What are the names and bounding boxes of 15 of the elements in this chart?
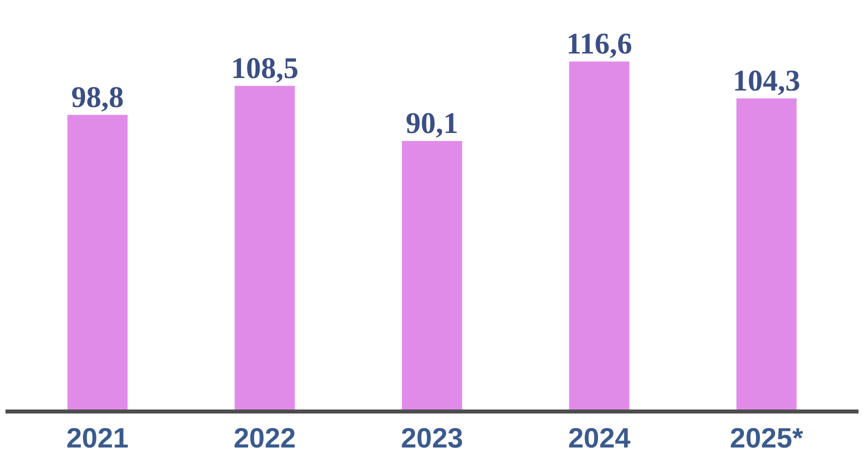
bar [736, 98, 797, 412]
data-label: 90,1 [406, 107, 458, 140]
data-label: 108,5 [230, 52, 298, 85]
bar [67, 114, 128, 412]
bar [402, 141, 462, 412]
data-label: 116,6 [566, 28, 632, 60]
x-tick-label: 2023 [400, 422, 464, 454]
data-label: 98,8 [71, 80, 124, 114]
bar [234, 86, 295, 412]
x-tick-label: 2024 [568, 422, 631, 454]
x-tick-label: 2025* [730, 422, 804, 454]
bar [569, 62, 630, 412]
x-tick-label: 2022 [234, 422, 296, 454]
data-label: 104,3 [732, 64, 800, 98]
x-tick-label: 2021 [66, 422, 129, 454]
